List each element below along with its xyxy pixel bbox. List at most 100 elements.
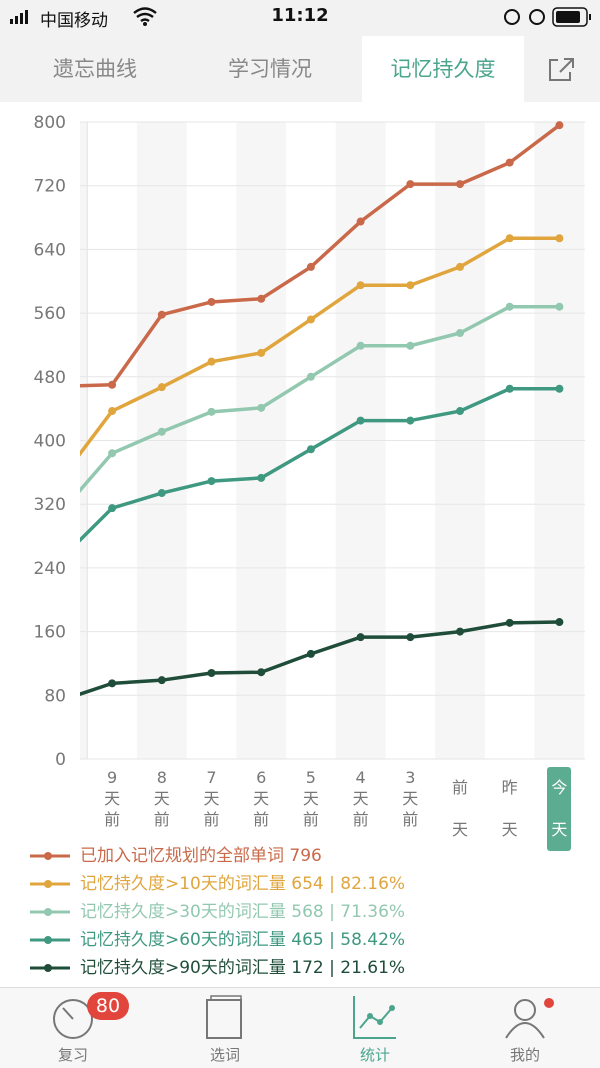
data-point (505, 158, 514, 167)
data-point (505, 302, 514, 311)
y-tick-label: 400 (34, 432, 66, 452)
data-point (157, 676, 166, 685)
data-point (555, 384, 564, 393)
legend-label: 记忆持久度>60天的词汇量 465 | 58.42% (80, 930, 406, 950)
x-tick-label: 今天 (547, 767, 572, 851)
data-point (505, 384, 514, 393)
y-tick-label: 560 (34, 304, 66, 324)
x-tick-label: 4天前 (352, 768, 369, 829)
data-point (356, 416, 365, 425)
data-point (306, 372, 315, 381)
series (58, 234, 564, 481)
data-point (207, 357, 216, 366)
x-tick-label: 5天前 (302, 768, 319, 829)
data-point (207, 669, 216, 678)
x-tick-label: 7天前 (203, 768, 220, 829)
share-button[interactable] (542, 50, 582, 90)
data-point (406, 633, 415, 642)
data-point (306, 262, 315, 271)
status-icons (10, 7, 591, 27)
data-point (257, 668, 266, 677)
x-tick-label: 3天前 (402, 768, 419, 829)
data-point (157, 489, 166, 498)
legend-swatch (30, 880, 70, 888)
legend-swatch (30, 852, 70, 860)
data-point (207, 477, 216, 486)
data-point (406, 281, 415, 290)
legend-label: 记忆持久度>90天的词汇量 172 | 21.61% (80, 958, 406, 978)
data-point (306, 649, 315, 658)
data-point (356, 341, 365, 350)
data-point (555, 234, 564, 243)
nav-icon[interactable] (500, 994, 550, 1042)
data-point (306, 315, 315, 324)
nav-icon[interactable] (350, 994, 400, 1042)
data-point (406, 416, 415, 425)
data-point (257, 403, 266, 412)
tab[interactable]: 遗忘曲线 (53, 57, 137, 81)
nav-icon[interactable] (200, 994, 250, 1042)
tab-bar: 遗忘曲线 学习情况 记忆持久度 (0, 36, 600, 102)
data-point (456, 329, 464, 338)
data-point (257, 294, 266, 303)
data-point (505, 234, 514, 243)
y-tick-label: 0 (55, 750, 66, 770)
carrier: 中国移动 (40, 11, 108, 31)
y-tick-label: 320 (34, 495, 66, 515)
nav-label[interactable]: 我的 (509, 1046, 540, 1064)
data-point (108, 407, 117, 416)
legend-swatch (30, 936, 70, 944)
clock: 11:12 (271, 5, 329, 26)
legend-swatch (30, 908, 70, 916)
data-point (108, 380, 117, 389)
x-tick-label: 9天前 (104, 768, 121, 829)
data-point (505, 618, 514, 627)
legend-swatch (30, 964, 70, 972)
legend-label: 记忆持久度>10天的词汇量 654 | 82.16% (80, 874, 406, 894)
legend-label: 已加入记忆规划的全部单词 796 (80, 846, 322, 866)
tab[interactable]: 记忆持久度 (362, 36, 524, 102)
series (80, 302, 564, 493)
badge: 80 (87, 992, 129, 1020)
chart: 0 80 160 240 320 400 480 560 640 720 800 (34, 113, 585, 770)
y-tick-label: 800 (34, 113, 66, 133)
data-point (456, 627, 464, 636)
data-point (157, 427, 166, 436)
y-tick-label: 640 (34, 240, 66, 260)
nav-label[interactable]: 选词 (209, 1046, 240, 1064)
data-point (406, 341, 415, 350)
series (80, 384, 564, 543)
nav-label[interactable]: 统计 (359, 1046, 390, 1064)
nav-label[interactable]: 复习 (57, 1046, 88, 1064)
x-tick-label: 6天前 (253, 768, 270, 829)
data-point (356, 281, 365, 290)
data-point (555, 121, 564, 130)
data-point (58, 473, 66, 481)
data-point (108, 679, 117, 688)
notification-dot (544, 998, 554, 1008)
data-point (555, 302, 564, 311)
status-bar: 中国移动 11:12 (0, 0, 600, 36)
series (80, 121, 564, 389)
data-point (257, 348, 266, 357)
legend-label: 记忆持久度>30天的词汇量 568 | 71.36% (80, 902, 406, 922)
x-tick-label: 前天 (451, 778, 468, 839)
data-point (108, 504, 117, 513)
bottom-nav: 复习 80 选词 统计 我的 (0, 987, 600, 1068)
data-point (406, 180, 415, 189)
x-tick-label: 8天前 (153, 768, 170, 829)
data-point (157, 310, 166, 319)
data-point (157, 383, 166, 392)
nav-icon[interactable] (48, 994, 98, 1042)
data-point (108, 449, 117, 458)
series (80, 618, 564, 697)
y-tick-label: 240 (34, 559, 66, 579)
y-tick-label: 80 (44, 686, 66, 706)
data-point (456, 407, 464, 416)
data-point (356, 217, 365, 226)
x-tick-label: 昨天 (501, 778, 518, 839)
y-tick-label: 480 (34, 368, 66, 388)
data-point (306, 445, 315, 454)
tab[interactable]: 学习情况 (228, 57, 312, 81)
